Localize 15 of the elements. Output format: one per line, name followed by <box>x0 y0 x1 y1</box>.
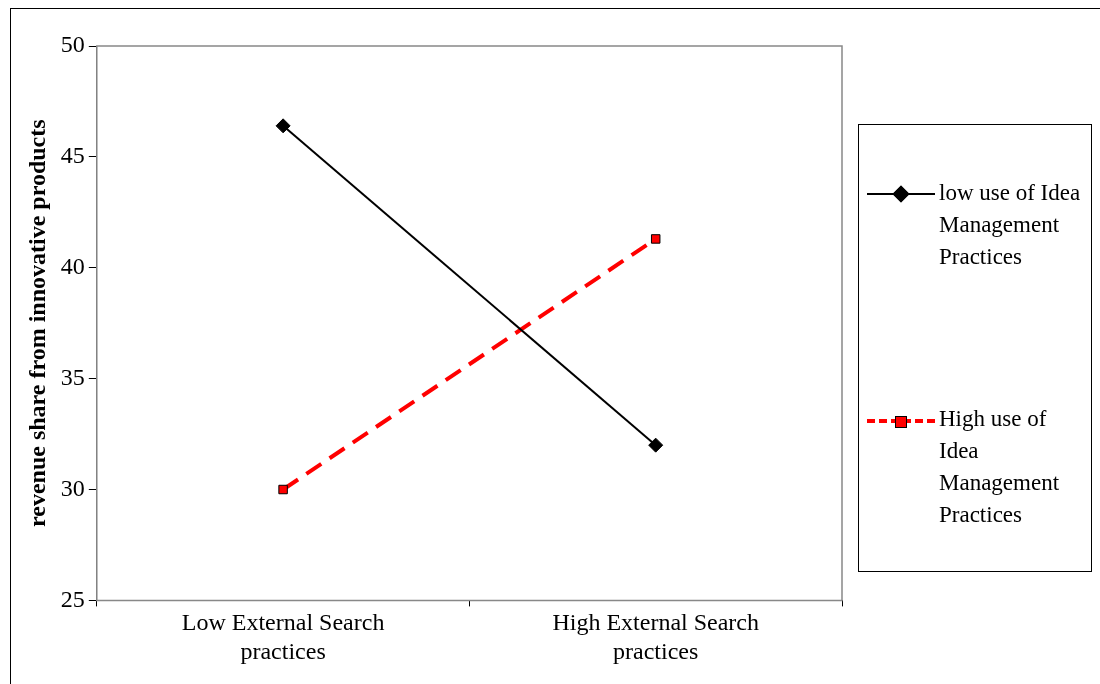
y-tick-label: 50 <box>60 31 85 58</box>
point <box>278 484 288 495</box>
y-axis-title: revenue share from innovative products <box>23 119 50 527</box>
point <box>648 437 664 453</box>
x-tick-label: High External Search practices <box>552 609 759 664</box>
x-tick-label: Low External Search practices <box>181 609 385 664</box>
y-tick-label: 40 <box>60 253 85 280</box>
legend-label: low use of Idea Management Practices <box>939 179 1082 271</box>
point <box>275 118 291 134</box>
y-tick-label: 30 <box>60 474 85 501</box>
y-tick-label: 35 <box>60 363 85 390</box>
y-tick-label: 25 <box>60 585 85 612</box>
point <box>650 234 661 244</box>
legend-label: High use of Idea Management Practices <box>939 405 1061 529</box>
y-tick-label: 45 <box>60 142 85 169</box>
